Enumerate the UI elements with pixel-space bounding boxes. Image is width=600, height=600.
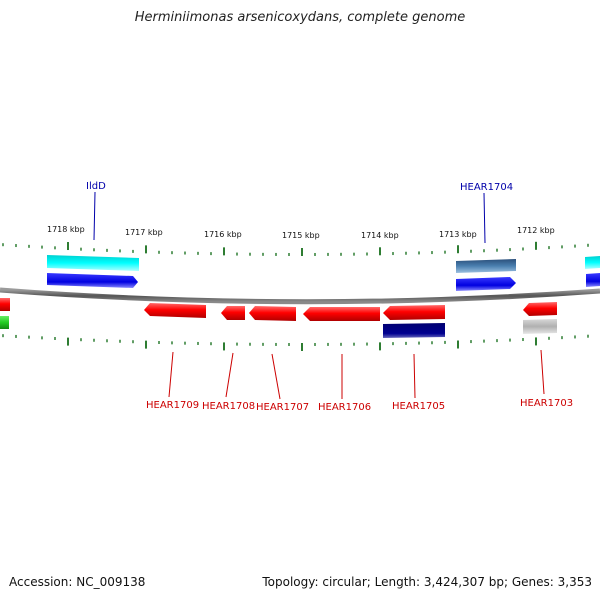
gene-label-hear1708[interactable]: HEAR1708 xyxy=(202,401,255,412)
gene-label-hear1703[interactable]: HEAR1703 xyxy=(520,398,573,409)
reverse-cds-hear1707[interactable] xyxy=(249,306,296,321)
navy-feature-hear1705[interactable] xyxy=(383,323,445,338)
upper-tick-ring xyxy=(2,241,589,256)
genome-stats-text: Topology: circular; Length: 3,424,307 bp… xyxy=(262,575,592,589)
reverse-cds-hear1709[interactable] xyxy=(144,303,206,318)
tick-label-1717: 1717 kbp xyxy=(125,228,163,237)
gray-feature-hear1703[interactable] xyxy=(523,319,557,334)
cyan-feature-right-edge[interactable] xyxy=(585,256,600,269)
cyan-feature-ildd[interactable] xyxy=(47,255,139,271)
tick-label-1715: 1715 kbp xyxy=(282,231,320,240)
callout-line-hear1703 xyxy=(540,349,545,395)
accession-text: Accession: NC_009138 xyxy=(9,575,146,589)
tick-label-1714: 1714 kbp xyxy=(361,231,399,240)
gene-label-hear1706[interactable]: HEAR1706 xyxy=(318,402,371,413)
green-feature-left-edge[interactable] xyxy=(0,316,9,329)
forward-cds-right-edge[interactable] xyxy=(586,273,600,287)
steel-feature-hear1704[interactable] xyxy=(456,259,516,273)
callout-line-hear1705 xyxy=(413,353,416,399)
reverse-cds-hear1706[interactable] xyxy=(303,307,380,321)
callout-line-ildd xyxy=(93,191,96,241)
callout-line-hear1709 xyxy=(168,351,174,398)
reverse-cds-left-edge[interactable] xyxy=(0,298,10,311)
tick-label-1718: 1718 kbp xyxy=(47,225,85,234)
gene-label-ildd[interactable]: IldD xyxy=(86,181,106,192)
reverse-cds-hear1705[interactable] xyxy=(383,305,445,320)
genome-backbone xyxy=(0,287,600,305)
tick-labels: 1718 kbp 1717 kbp 1716 kbp 1715 kbp 1714… xyxy=(47,225,555,240)
gene-label-hear1705[interactable]: HEAR1705 xyxy=(392,401,445,412)
gene-label-hear1709[interactable]: HEAR1709 xyxy=(146,400,199,411)
callout-line-hear1707 xyxy=(271,353,281,400)
forward-cds-ildd[interactable] xyxy=(47,273,138,288)
reverse-cds-hear1708[interactable] xyxy=(221,306,245,320)
gene-label-hear1707[interactable]: HEAR1707 xyxy=(256,402,309,413)
callout-line-hear1708 xyxy=(225,352,234,398)
lower-tick-ring xyxy=(2,334,589,351)
callout-line-hear1704 xyxy=(483,192,486,244)
tick-label-1712: 1712 kbp xyxy=(517,226,555,235)
forward-cds-hear1704[interactable] xyxy=(456,277,516,291)
tick-label-1716: 1716 kbp xyxy=(204,230,242,239)
gene-label-hear1704[interactable]: HEAR1704 xyxy=(460,182,513,193)
reverse-cds-hear1703[interactable] xyxy=(523,302,557,316)
map-title: Herminiimonas arsenicoxydans, complete g… xyxy=(134,10,466,25)
tick-label-1713: 1713 kbp xyxy=(439,230,477,239)
